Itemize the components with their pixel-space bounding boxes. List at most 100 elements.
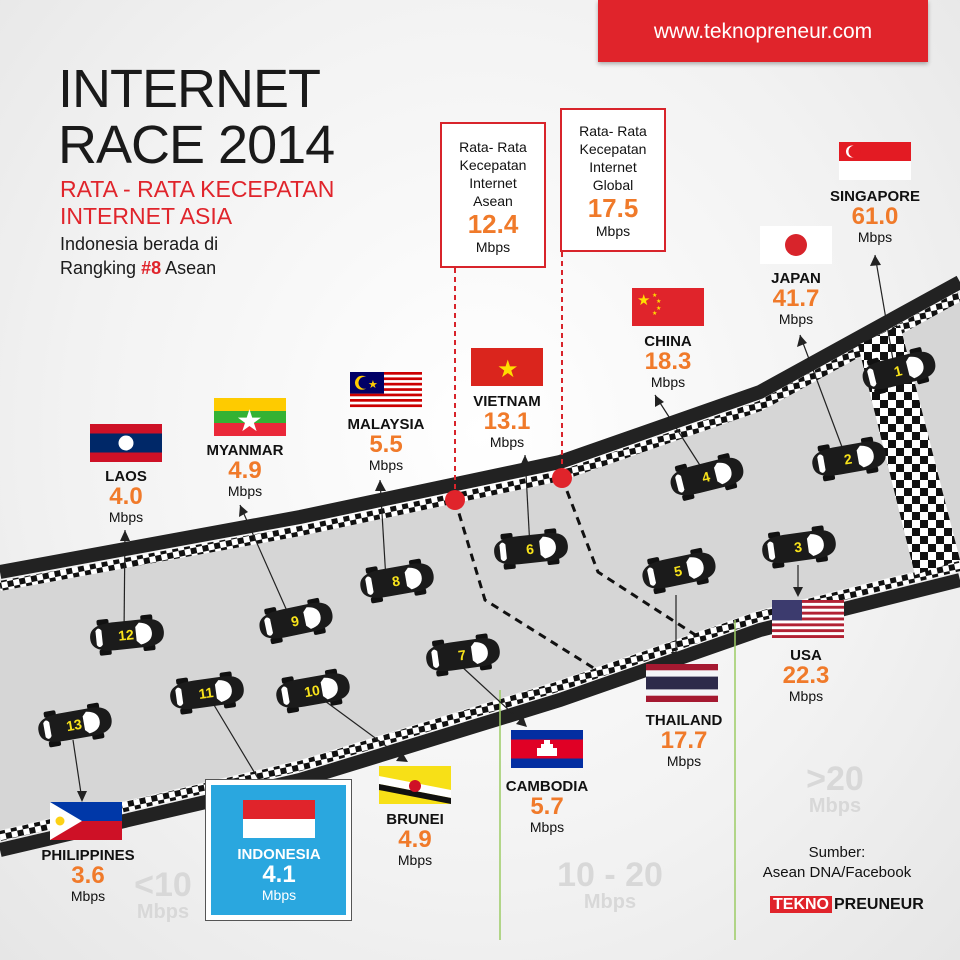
car-japan: 2	[805, 433, 890, 484]
country-name: CAMBODIA	[505, 778, 589, 795]
country-speed: 22.3	[782, 662, 830, 689]
country-unit: Mbps	[650, 374, 686, 390]
country-speed: 41.7	[772, 285, 820, 312]
source-credit: Sumber: Asean DNA/Facebook	[752, 843, 922, 883]
country-speed: 4.0	[109, 483, 143, 510]
svg-text:★: ★	[652, 292, 657, 299]
country-name: INDONESIA	[237, 846, 321, 863]
usa-flag	[772, 600, 844, 638]
car-brunei: 10	[269, 665, 354, 716]
subtitle-line1: RATA - RATA KECEPATAN	[60, 176, 335, 202]
svg-text:★: ★	[637, 291, 650, 309]
thailand-flag	[646, 664, 718, 702]
car-usa: 3	[756, 523, 841, 572]
country-label-brunei: BRUNEI 4.9 Mbps	[386, 811, 444, 868]
global-callout-value: 17.5	[587, 193, 639, 223]
rank-note-line1: Indonesia berada di	[60, 234, 219, 254]
country-label-philippines: PHILIPPINES 3.6 Mbps	[41, 847, 134, 904]
car-malaysia: 8	[353, 555, 438, 606]
japan-flag	[760, 226, 832, 264]
country-speed: 17.7	[660, 727, 708, 754]
svg-text:★: ★	[656, 298, 661, 305]
country-label-vietnam: VIETNAM 13.1 Mbps	[473, 393, 541, 450]
car-thailand: 5	[635, 544, 721, 598]
indonesia-flag	[243, 800, 315, 838]
country-label-myanmar: MYANMAR 4.9 Mbps	[207, 442, 284, 499]
zone-mid-label: 10 - 20 Mbps	[530, 858, 690, 912]
country-unit: Mbps	[489, 434, 525, 450]
car-singapore: 1	[855, 343, 942, 399]
svg-text:★: ★	[656, 305, 661, 312]
malaysia-flag: ★	[350, 372, 422, 410]
country-speed: 4.9	[398, 826, 432, 853]
global-callout-line3: Internet	[589, 159, 637, 175]
title-line1: INTERNET	[58, 59, 321, 119]
asean-callout-line2: Kecepatan	[459, 157, 527, 173]
myanmar-flag: ★	[214, 398, 286, 436]
zone-low-unit: Mbps	[136, 901, 190, 923]
country-label-indonesia: INDONESIA 4.1 Mbps	[237, 846, 320, 903]
zone-high-label: >20 Mbps	[790, 762, 880, 816]
teknopreneur-logo: TEKNO PREUNEUR	[770, 895, 924, 915]
country-speed: 4.1	[262, 861, 296, 888]
asean-callout-line1: Rata- Rata	[459, 139, 527, 155]
country-label-thailand: THAILAND 17.7 Mbps	[646, 712, 723, 769]
country-label-singapore: SINGAPORE 61.0 Mbps	[830, 188, 920, 245]
country-unit: Mbps	[788, 688, 824, 704]
asean-callout-line3: Internet	[469, 175, 517, 191]
header-bar: www.teknopreneur.com	[598, 0, 928, 62]
asean-callout-value: 12.4	[467, 209, 519, 239]
rank-note-line2: Rangking #8 Asean	[60, 258, 216, 279]
country-unit: Mbps	[261, 887, 297, 903]
country-speed: 4.9	[228, 457, 262, 484]
asean-callout-unit: Mbps	[475, 239, 511, 255]
country-label-laos: LAOS 4.0 Mbps	[105, 468, 147, 525]
zone-mid-range: 10 - 20	[557, 856, 663, 894]
country-speed: 3.6	[71, 862, 105, 889]
country-unit: Mbps	[108, 509, 144, 525]
global-callout-line4: Global	[592, 177, 634, 193]
website-url: www.teknopreneur.com	[653, 20, 873, 43]
country-unit: Mbps	[227, 483, 263, 499]
singapore-flag	[839, 142, 911, 180]
country-unit: Mbps	[529, 819, 565, 835]
zone-mid-unit: Mbps	[583, 891, 637, 913]
logo-part2: PREUNEUR	[834, 896, 924, 913]
svg-text:★: ★	[236, 404, 263, 436]
zone-high-range: >20	[806, 760, 864, 798]
country-name: MALAYSIA	[347, 416, 425, 433]
country-label-cambodia: CAMBODIA 5.7 Mbps	[506, 778, 589, 835]
laos-flag	[90, 424, 162, 462]
car-china: 4	[663, 449, 750, 505]
country-unit: Mbps	[857, 229, 893, 245]
country-label-china: CHINA 18.3 Mbps	[644, 333, 692, 390]
rank-note-prefix: Rangking	[60, 258, 137, 278]
country-unit: Mbps	[70, 888, 106, 904]
country-name: MYANMAR	[206, 442, 284, 459]
svg-text:★: ★	[497, 355, 519, 383]
car-philippines: 13	[31, 699, 116, 750]
car-laos: 12	[84, 612, 168, 658]
car-myanmar: 9	[252, 594, 338, 648]
country-unit: Mbps	[666, 753, 702, 769]
global-callout-line2: Kecepatan	[579, 141, 647, 157]
car-cambodia: 7	[420, 631, 505, 680]
car-vietnam: 6	[488, 526, 572, 572]
brunei-flag	[379, 766, 451, 804]
svg-text:★: ★	[652, 310, 657, 317]
svg-text:★: ★	[368, 378, 378, 391]
zone-low-label: <10 Mbps	[118, 868, 208, 922]
country-name: THAILAND	[645, 712, 723, 729]
country-name: VIETNAM	[473, 393, 541, 410]
asean-callout-line4: Asean	[473, 193, 513, 209]
global-average-callout: Rata- Rata Kecepatan Internet Global 17.…	[560, 108, 666, 252]
source-name: Asean DNA/Facebook	[762, 864, 912, 881]
country-label-usa: USA 22.3 Mbps	[783, 647, 830, 704]
country-speed: 5.5	[369, 431, 403, 458]
country-unit: Mbps	[368, 457, 404, 473]
rank-number: #8	[141, 258, 162, 278]
country-label-japan: JAPAN 41.7 Mbps	[771, 270, 821, 327]
country-name: LAOS	[105, 468, 147, 485]
country-name: CHINA	[644, 333, 692, 350]
